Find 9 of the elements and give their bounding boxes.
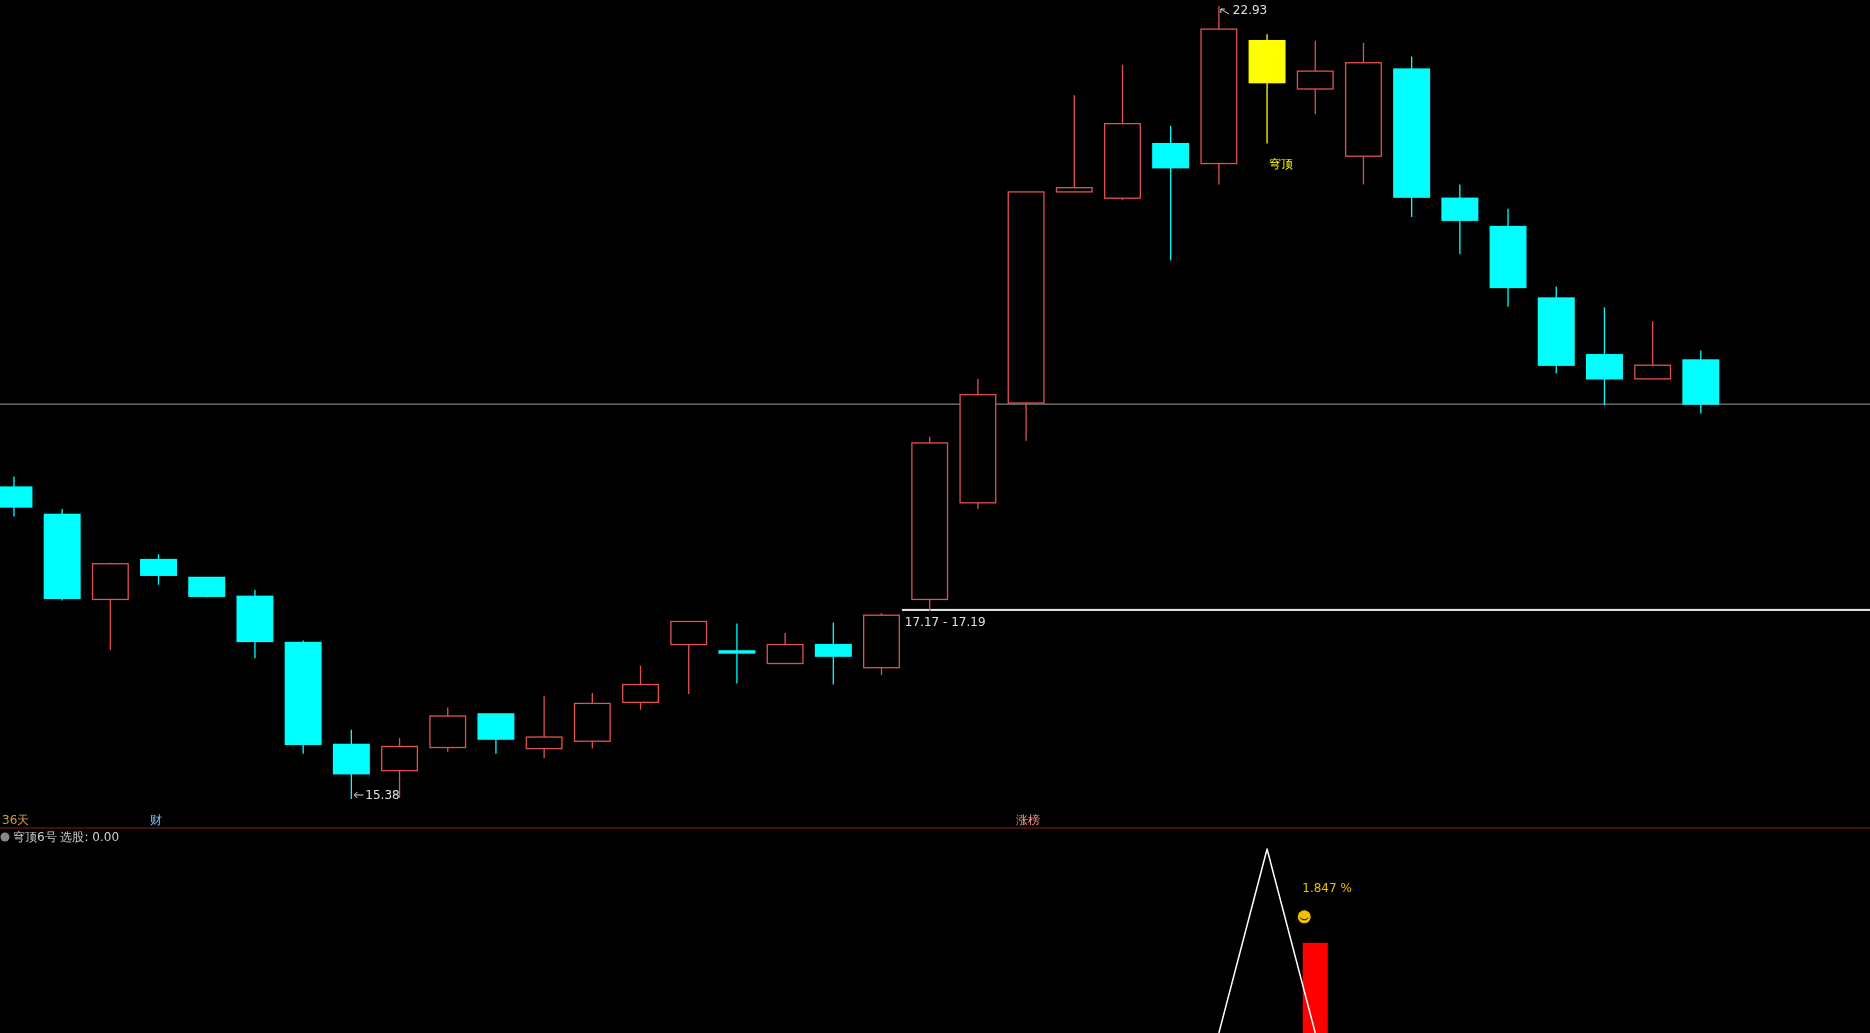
annotation: 穹顶 [1269,156,1294,171]
annotation: 1.847 % [1302,880,1352,895]
chart-title: 穹顶6号 选股: 0.00 [13,830,120,844]
annotation: 22.93 [1232,3,1268,17]
band-label: 17.17 - 17.19 [904,614,986,629]
text: 财 [150,813,162,827]
annotation: 15.38 [365,788,400,802]
text: 涨榜 [1016,813,1040,827]
text: 36天 [2,813,30,827]
